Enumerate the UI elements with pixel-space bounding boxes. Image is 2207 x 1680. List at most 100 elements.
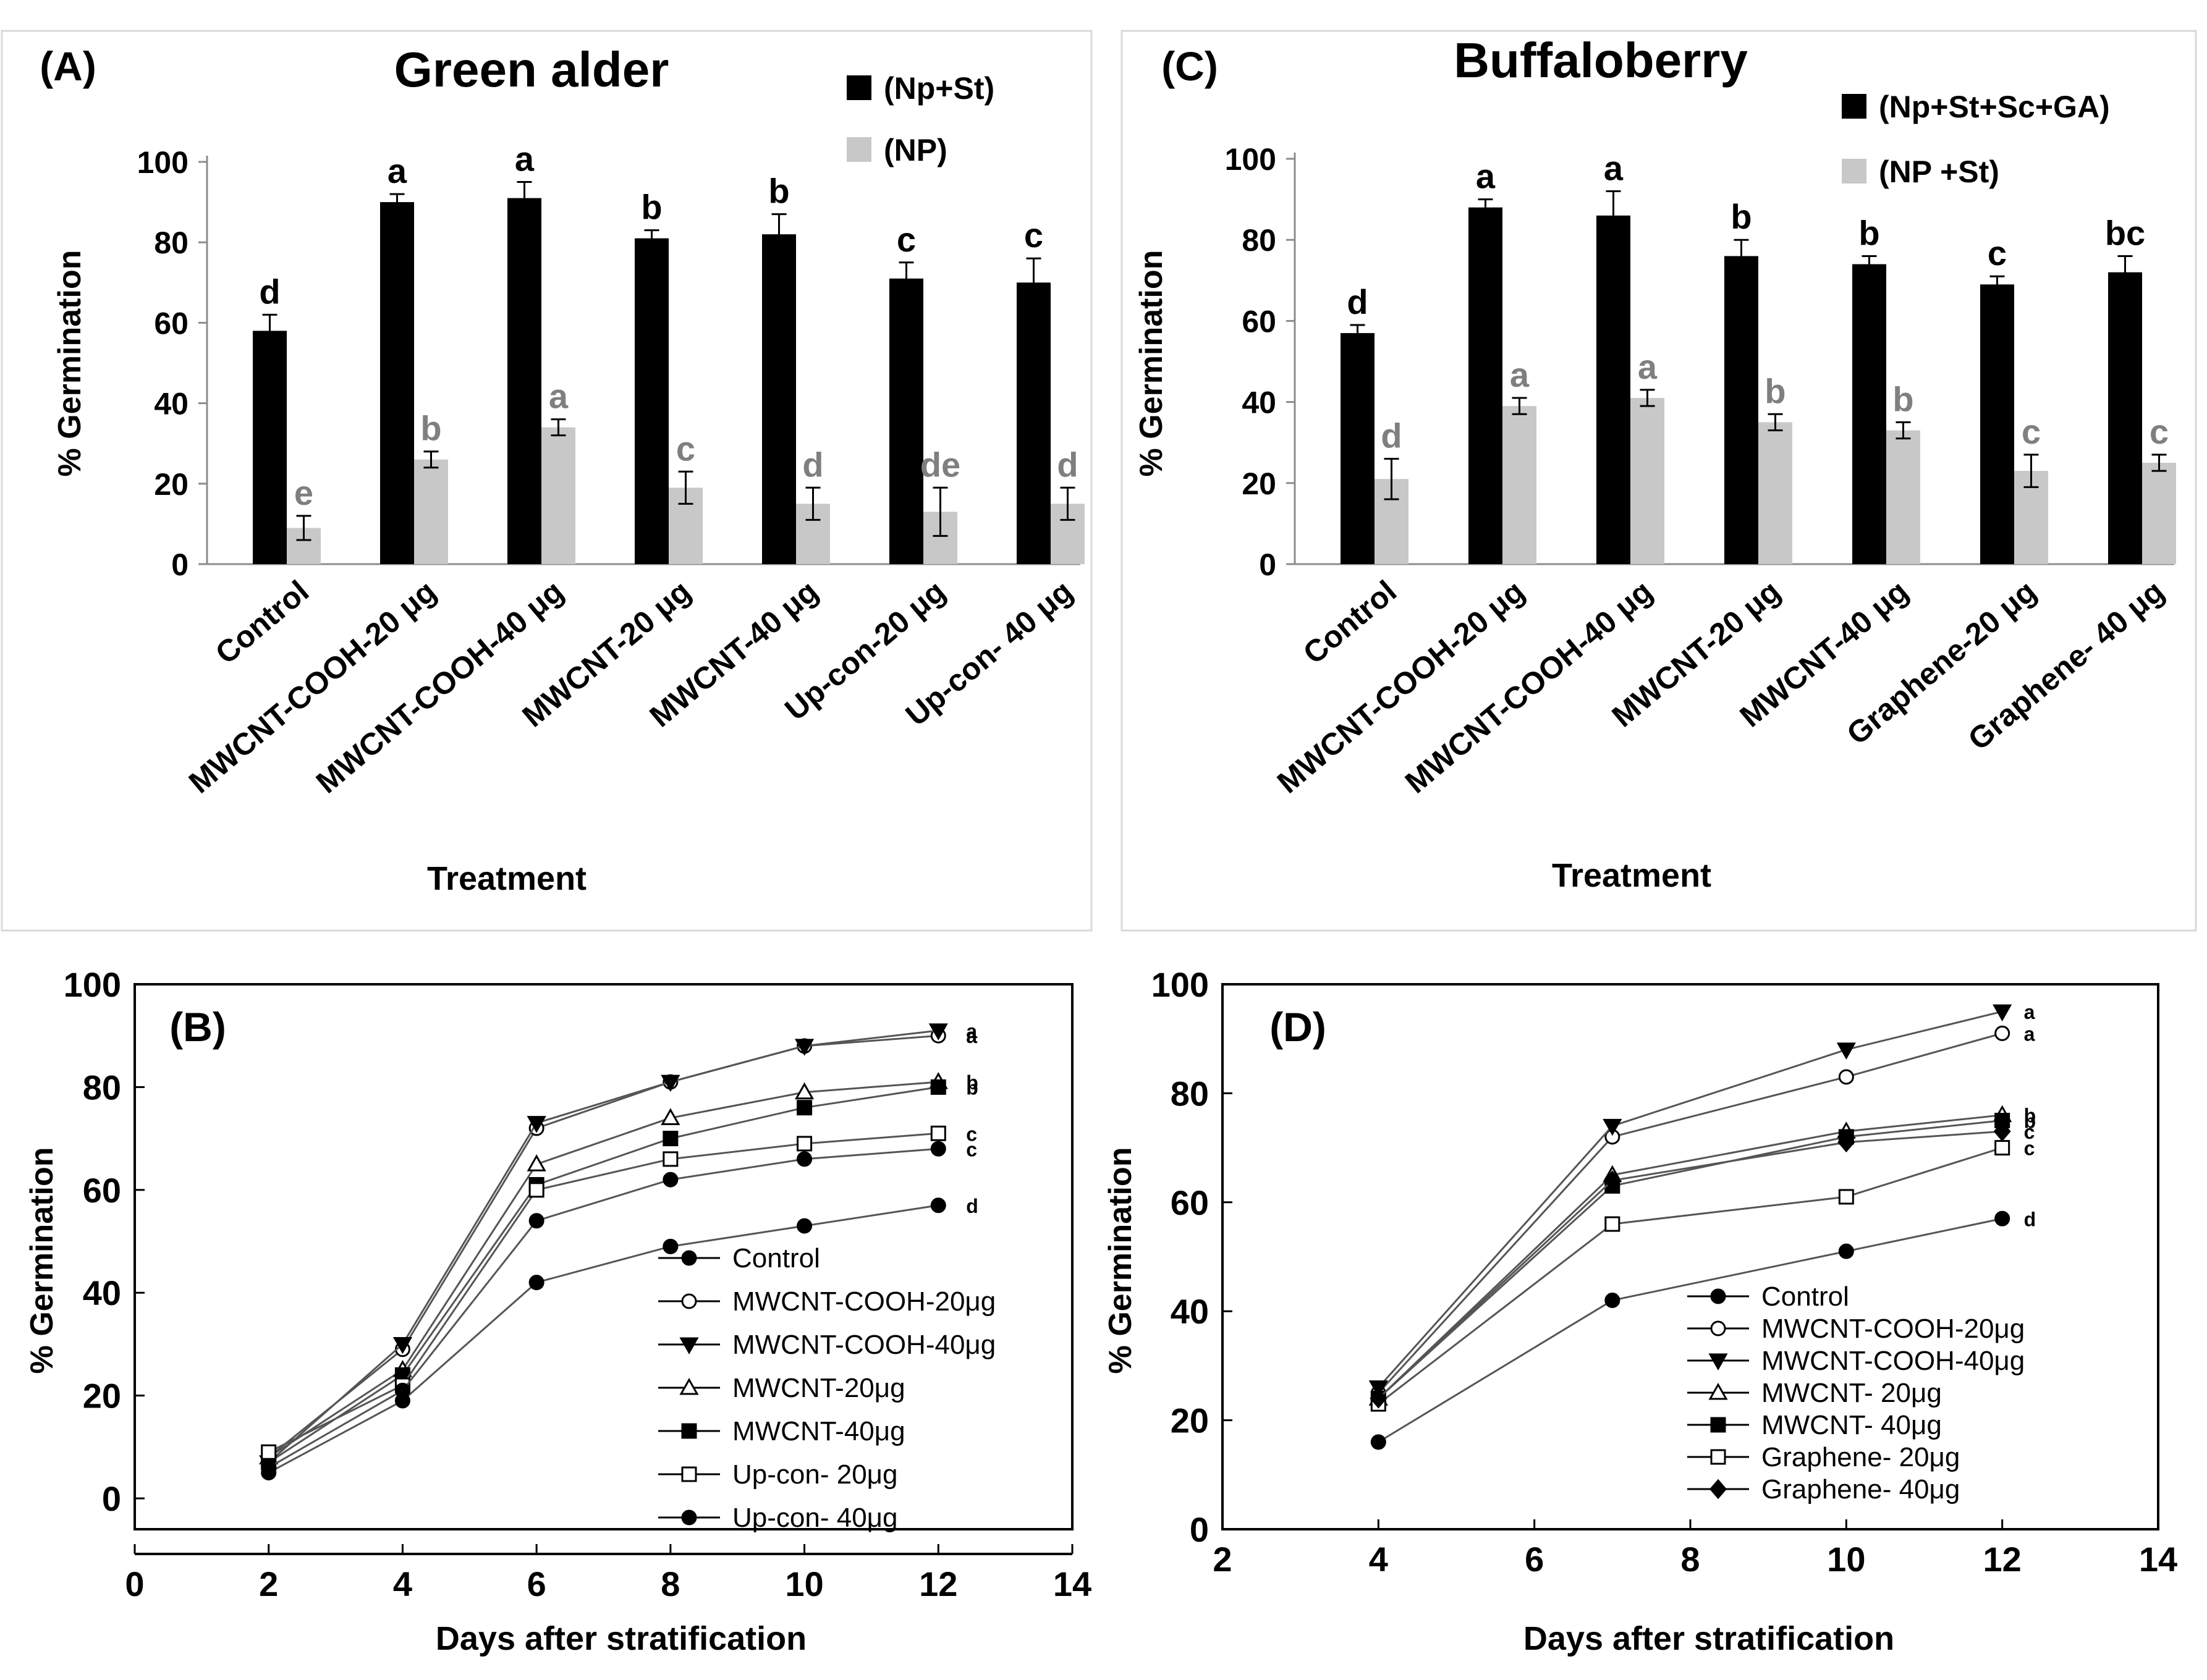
x-tick-label: 2	[1213, 1540, 1232, 1579]
significance-letter: d	[259, 272, 280, 311]
data-point	[528, 1275, 544, 1291]
data-point	[1838, 1243, 1854, 1259]
legend-label: MWCNT-COOH-40μg	[1761, 1346, 2025, 1376]
panel-frame	[1, 30, 1093, 932]
category-label: MWCNT-COOH-20 μg	[1271, 574, 1531, 800]
y-axis-label: % Germination	[1103, 1147, 1138, 1374]
data-point	[1710, 1417, 1726, 1433]
x-tick-label: 12	[919, 1564, 957, 1603]
data-point	[1710, 1288, 1726, 1304]
data-point	[663, 1151, 679, 1167]
panel-label: (A)	[40, 43, 96, 89]
x-tick-label: 0	[125, 1564, 144, 1603]
significance-letter: a	[966, 1020, 977, 1042]
data-point	[1710, 1320, 1726, 1336]
significance-letter: b	[966, 1071, 978, 1094]
y-tick-label: 100	[1151, 965, 1209, 1004]
legend-label: MWCNT-20μg	[732, 1373, 905, 1403]
data-point	[795, 1039, 815, 1056]
x-axis-label: Treatment	[1552, 857, 1711, 894]
significance-letter: a	[388, 151, 407, 190]
data-point	[1710, 1449, 1726, 1465]
y-tick-label: 20	[83, 1377, 121, 1416]
x-axis-label: Days after stratification	[436, 1620, 807, 1657]
y-tick-label: 100	[137, 145, 189, 180]
significance-letter: b	[420, 409, 441, 448]
x-tick-label: 6	[1525, 1540, 1544, 1579]
significance-letter: c	[966, 1123, 977, 1145]
data-point	[681, 1250, 697, 1266]
legend-label: MWCNT-COOH-20μg	[1761, 1314, 2025, 1344]
y-tick-label: 20	[154, 467, 189, 502]
significance-letter: a	[1476, 157, 1496, 196]
series-line	[268, 1086, 939, 1464]
significance-letter: d	[802, 445, 823, 484]
bar	[1468, 207, 1502, 565]
data-point	[930, 1197, 946, 1214]
bar	[1758, 422, 1792, 564]
data-point	[679, 1337, 699, 1355]
data-point	[663, 1238, 679, 1254]
data-point	[797, 1218, 813, 1234]
significance-letter: a	[1604, 148, 1624, 187]
legend-label: Control	[1761, 1281, 1849, 1312]
plot-frame	[133, 983, 1074, 1530]
y-tick-label: 100	[1225, 142, 1276, 177]
significance-letter: e	[294, 473, 313, 512]
category-label: MWCNT-COOH-20 μg	[182, 574, 443, 800]
data-point	[663, 1131, 679, 1147]
data-point	[1604, 1293, 1620, 1309]
y-tick-label: 0	[102, 1479, 121, 1518]
data-point	[681, 1466, 697, 1482]
panel-B: (B) % Germination Days after stratificatio…	[24, 965, 1091, 1657]
data-point	[261, 1459, 277, 1475]
category-label: Control	[209, 574, 315, 671]
data-point	[795, 1082, 815, 1100]
x-tick-label: 10	[785, 1564, 823, 1603]
y-tick-label: 0	[1190, 1510, 1209, 1549]
data-point	[1836, 1042, 1856, 1060]
bar	[1596, 215, 1630, 565]
series-line	[1378, 1147, 2003, 1405]
x-tick-label: 14	[1053, 1564, 1091, 1603]
data-point	[797, 1151, 813, 1167]
data-point	[679, 1377, 699, 1395]
significance-letter: a	[2024, 1001, 2035, 1023]
y-axis-label: % Germination	[1133, 250, 1169, 477]
bar	[1886, 430, 1920, 564]
data-point	[1603, 1170, 1621, 1191]
data-point	[1838, 1069, 1854, 1085]
significance-letter: c	[966, 1138, 977, 1160]
significance-letter: d	[1347, 282, 1368, 321]
data-point	[1708, 1382, 1728, 1400]
panel-label: (B)	[169, 1004, 226, 1050]
significance-letter: bc	[2105, 213, 2145, 252]
data-point	[797, 1136, 813, 1152]
data-point	[1708, 1353, 1728, 1371]
series-line	[268, 1081, 939, 1458]
data-point	[928, 1023, 948, 1041]
legend-label: MWCNT-COOH-40μg	[732, 1330, 996, 1360]
legend-label: MWCNT- 20μg	[1761, 1378, 1942, 1408]
y-axis-label: % Germination	[52, 250, 88, 477]
significance-letter: a	[549, 377, 569, 416]
data-point	[681, 1293, 697, 1309]
y-tick-label: 40	[1171, 1292, 1209, 1331]
x-tick-label: 6	[527, 1564, 546, 1603]
plot-frame	[1221, 983, 2159, 1530]
bar	[2108, 272, 2142, 564]
data-point	[1994, 1210, 2010, 1226]
data-point	[392, 1336, 412, 1354]
category-label: Control	[1297, 574, 1403, 671]
bar	[1502, 406, 1536, 564]
bar	[507, 198, 541, 565]
panel-label: (C)	[1161, 43, 1218, 89]
significance-letter: c	[2150, 412, 2169, 451]
bar	[380, 202, 414, 565]
significance-letter: b	[2024, 1110, 2036, 1133]
x-axis-label: Treatment	[427, 860, 587, 897]
legend-label: MWCNT-40μg	[732, 1416, 905, 1446]
significance-letter: d	[1057, 445, 1078, 484]
series-line	[268, 1029, 939, 1463]
panel-A: (A) Green alder % Germination Treatment 0 20 4…	[1, 30, 1093, 932]
